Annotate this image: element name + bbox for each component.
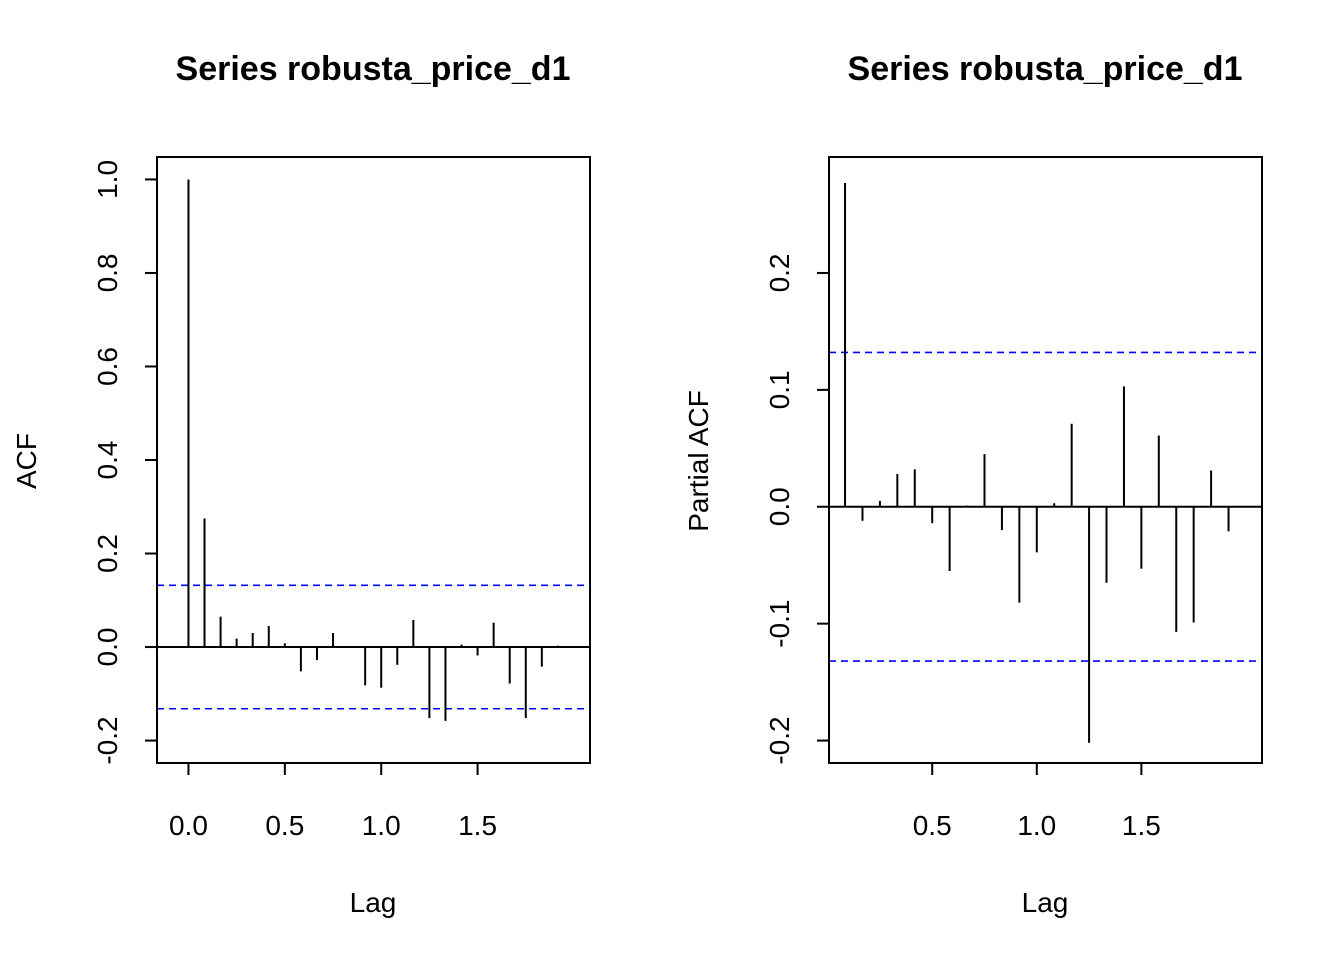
acf-y-tick-label: -0.2 (92, 716, 123, 764)
pacf-x-axis-label: Lag (1022, 887, 1069, 918)
acf-y-tick-label: 1.0 (92, 160, 123, 199)
acf-panel: Series robusta_price_d1 Lag ACF 0.0 0.5 1.… (11, 50, 591, 918)
pacf-marks: 0.5 1.0 1.5 -0.2 -0.1 0.0 0.1 0.2 (764, 182, 1262, 841)
acf-y-tick-label: 0.6 (92, 347, 123, 386)
pacf-y-tick-label: 0.2 (764, 253, 795, 292)
acf-x-tick-label: 1.0 (362, 810, 401, 841)
pacf-y-axis-label: Partial ACF (683, 390, 714, 532)
acf-x-tick-label: 0.0 (169, 810, 208, 841)
pacf-title: Series robusta_price_d1 (848, 50, 1243, 88)
acf-title: Series robusta_price_d1 (176, 50, 571, 88)
acf-x-tick-label: 0.5 (265, 810, 304, 841)
acf-x-axis-label: Lag (350, 887, 397, 918)
acf-y-axis-label: ACF (11, 433, 42, 489)
pacf-plot-frame (828, 156, 1263, 764)
acf-y-tick-label: 0.2 (92, 534, 123, 573)
pacf-y-tick-label: -0.2 (764, 716, 795, 764)
pacf-y-tick-label: 0.0 (764, 487, 795, 526)
acf-marks: 0.0 0.5 1.0 1.5 -0.2 0.0 0.2 0.4 0.6 0.8 1.0 (92, 160, 590, 841)
pacf-x-tick-label: 1.5 (1122, 810, 1161, 841)
pacf-panel: Series robusta_price_d1 Lag Partial ACF … (683, 50, 1263, 918)
pacf-x-tick-label: 1.0 (1017, 810, 1056, 841)
pacf-x-tick-label: 0.5 (913, 810, 952, 841)
acf-y-tick-label: 0.8 (92, 253, 123, 292)
acf-y-tick-label: 0.0 (92, 628, 123, 667)
pacf-y-tick-label: -0.1 (764, 600, 795, 648)
acf-y-tick-label: 0.4 (92, 441, 123, 480)
acf-x-tick-label: 1.5 (458, 810, 497, 841)
pacf-y-tick-label: 0.1 (764, 370, 795, 409)
